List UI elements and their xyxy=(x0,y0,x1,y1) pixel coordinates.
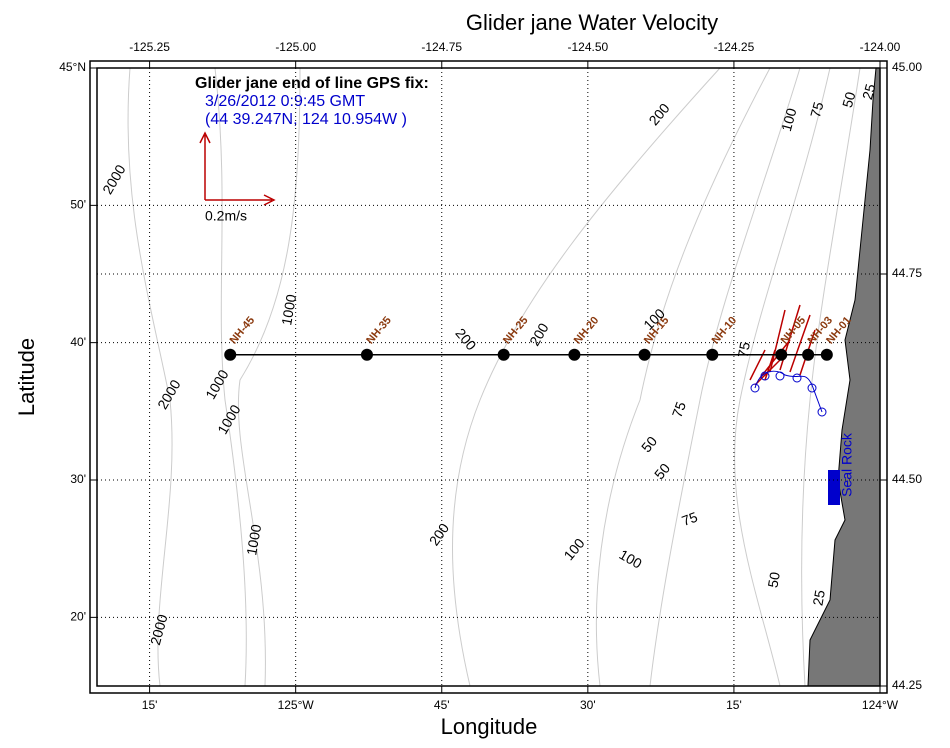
contour-label: 1000 xyxy=(243,523,264,557)
contour-label: 75 xyxy=(680,509,700,529)
gps-position: (44 39.247N, 124 10.954W ) xyxy=(205,111,407,128)
station-label: NH-45 xyxy=(228,314,258,346)
glider-positions xyxy=(750,371,827,417)
contour-label: 75 xyxy=(734,341,752,359)
station xyxy=(360,348,373,361)
left-tick-label: 20' xyxy=(70,610,86,624)
contour-label: 200 xyxy=(645,100,672,128)
station-label: NH-10 xyxy=(710,314,740,346)
bottom-tick-label: 15' xyxy=(726,698,742,712)
contour-label: 100 xyxy=(778,106,800,133)
plot-frame xyxy=(96,67,881,687)
right-tick-label: 44.50 xyxy=(892,472,922,486)
contour-label: 200 xyxy=(526,320,552,348)
coastline xyxy=(807,67,881,687)
station xyxy=(820,348,833,361)
bottom-tick-label: 45' xyxy=(434,698,450,712)
contour-label: 2000 xyxy=(154,377,184,412)
contour-label: 75 xyxy=(669,399,689,419)
contour-label: 50 xyxy=(638,433,660,455)
y-axis-label: Latitude xyxy=(14,338,39,416)
station-label: NH-35 xyxy=(364,314,394,346)
contour-label: 2000 xyxy=(99,162,129,197)
station-label: NH-20 xyxy=(572,314,602,346)
bottom-tick-label: 124°W xyxy=(862,698,899,712)
contour-label: 25 xyxy=(809,589,827,607)
left-tick-label: 30' xyxy=(70,472,86,486)
contour-label: 25 xyxy=(859,82,879,101)
place-label: Seal Rock xyxy=(839,432,855,497)
top-tick-label: -124.75 xyxy=(421,40,462,54)
scale-label: 0.2m/s xyxy=(205,208,247,224)
top-tick-label: -124.00 xyxy=(860,40,901,54)
top-tick-label: -124.50 xyxy=(567,40,608,54)
gps-time: 3/26/2012 0:9:45 GMT xyxy=(205,93,365,110)
contour-label: 50 xyxy=(651,460,673,482)
station xyxy=(775,348,788,361)
contour-label: 200 xyxy=(426,520,453,548)
right-tick-label: 44.25 xyxy=(892,678,922,692)
bottom-tick-label: 125°W xyxy=(278,698,315,712)
station xyxy=(568,348,581,361)
title: Glider jane Water Velocity xyxy=(466,10,718,35)
station xyxy=(497,348,510,361)
station xyxy=(224,348,237,361)
contour-label: 75 xyxy=(807,100,827,119)
scale-arrows xyxy=(199,131,276,206)
gps-heading: Glider jane end of line GPS fix: xyxy=(195,75,429,92)
top-tick-label: -125.00 xyxy=(275,40,316,54)
station-label: NH-25 xyxy=(501,314,531,346)
station xyxy=(706,348,719,361)
bottom-tick-label: 15' xyxy=(142,698,158,712)
right-tick-label: 45.00 xyxy=(892,60,922,74)
left-tick-label: 50' xyxy=(70,198,86,212)
station xyxy=(802,348,815,361)
contour-label: 200 xyxy=(452,325,479,353)
contour-label: 1000 xyxy=(202,367,232,402)
contour-label: 1000 xyxy=(278,293,299,327)
right-tick-label: 44.75 xyxy=(892,266,922,280)
contour-label: 50 xyxy=(839,90,859,109)
x-axis-label: Longitude xyxy=(441,714,538,739)
bathymetry-contours xyxy=(127,67,861,687)
outer-frame xyxy=(89,60,888,694)
contour-label: 2000 xyxy=(147,612,171,646)
left-tick-label: 40' xyxy=(70,335,86,349)
contour-label: 100 xyxy=(560,535,587,563)
bottom-tick-label: 30' xyxy=(580,698,596,712)
seal-rock-marker xyxy=(828,470,840,505)
contour-label: 50 xyxy=(764,571,782,589)
station xyxy=(638,348,651,361)
contour-label: 100 xyxy=(617,546,645,572)
top-tick-label: -125.25 xyxy=(129,40,170,54)
glider-track xyxy=(754,370,823,413)
left-tick-label: 45°N xyxy=(59,60,86,74)
top-tick-label: -124.25 xyxy=(714,40,755,54)
